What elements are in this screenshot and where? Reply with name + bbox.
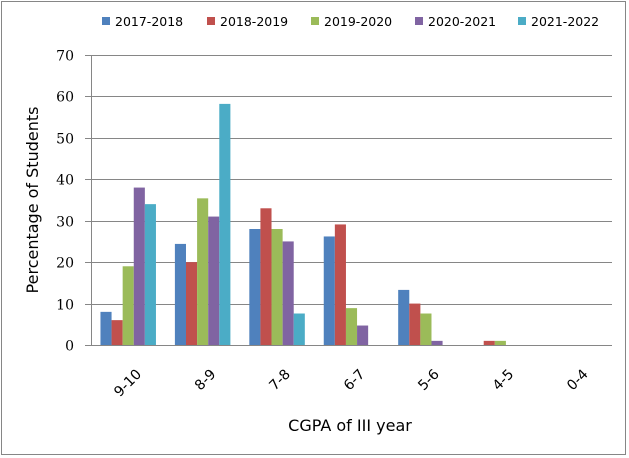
- x-tick-label: 6-7: [341, 367, 368, 394]
- bar-2017-2018-8-9: [174, 243, 186, 345]
- legend-label: 2019-2020: [324, 14, 392, 29]
- legend-swatch-2021-2022: [518, 17, 526, 25]
- bar-2021-2022-7-8: [293, 313, 305, 345]
- bar-2018-2019-9-10: [111, 320, 123, 345]
- legend-label: 2017-2018: [115, 14, 183, 29]
- axes: [91, 55, 612, 346]
- bar-2020-2021-9-10: [133, 187, 145, 345]
- bar-2019-2020-4-5: [494, 340, 506, 345]
- legend: 2017-2018 2018-2019 2019-2020 2020-2021 2021…: [102, 14, 599, 29]
- y-tick-labels: 0 10 20 30 40 50 60 70: [56, 49, 74, 355]
- bar-2019-2020-5-6: [420, 313, 432, 345]
- bar-2019-2020-7-8: [271, 229, 283, 345]
- bar-2021-2022-9-10: [144, 204, 156, 345]
- bar-2020-2021-5-6: [431, 340, 443, 345]
- x-tick-label: 8-9: [192, 367, 219, 394]
- gridlines: [85, 55, 612, 346]
- y-tick-label: 40: [56, 173, 74, 189]
- bar-2017-2018-6-7: [323, 236, 335, 345]
- bar-2019-2020-6-7: [345, 308, 358, 345]
- bar-2017-2018-7-8: [249, 229, 261, 345]
- bar-2017-2018-9-10: [100, 311, 112, 345]
- x-tick-label: 4-5: [490, 367, 517, 394]
- bar-2018-2019-5-6: [409, 303, 421, 345]
- y-tick-label: 30: [56, 215, 74, 231]
- x-axis-title: CGPA of III year: [288, 416, 412, 435]
- legend-swatch-2020-2021: [415, 17, 423, 25]
- bar-2019-2020-8-9: [197, 198, 209, 345]
- x-tick-label: 9-10: [111, 367, 145, 401]
- y-tick-label: 20: [56, 256, 74, 272]
- y-tick-label: 10: [56, 298, 74, 314]
- bar-2018-2019-4-5: [483, 340, 495, 345]
- legend-label: 2018-2019: [220, 14, 288, 29]
- legend-label: 2020-2021: [428, 14, 496, 29]
- y-tick-label: 70: [56, 49, 74, 65]
- bar-2017-2018-5-6: [398, 289, 410, 345]
- bar-2020-2021-6-7: [357, 325, 369, 345]
- bar-2021-2022-8-9: [219, 103, 231, 345]
- bars: [100, 103, 506, 345]
- legend-swatch-2017-2018: [102, 17, 110, 25]
- x-tick-label: 0-4: [564, 366, 592, 394]
- bar-2018-2019-8-9: [185, 262, 198, 345]
- bar-2018-2019-6-7: [334, 224, 346, 345]
- bar-2020-2021-7-8: [282, 241, 294, 345]
- legend-swatch-2018-2019: [207, 17, 215, 25]
- y-tick-label: 50: [56, 132, 74, 148]
- x-tick-label: 5-6: [415, 366, 443, 394]
- bar-2018-2019-7-8: [260, 208, 272, 345]
- y-tick-label: 60: [56, 90, 74, 106]
- x-tick-label: 7-8: [266, 367, 293, 394]
- bar-2020-2021-8-9: [208, 216, 220, 345]
- bar-2019-2020-9-10: [122, 266, 134, 345]
- legend-label: 2021-2022: [531, 14, 599, 29]
- legend-swatch-2019-2020: [311, 17, 319, 25]
- y-tick-label: 0: [65, 339, 74, 355]
- y-axis-title: Percentage of Students: [23, 107, 42, 294]
- x-tick-labels: 9-10 8-9 7-8 6-7 5-6 4-5 0-4: [111, 366, 591, 400]
